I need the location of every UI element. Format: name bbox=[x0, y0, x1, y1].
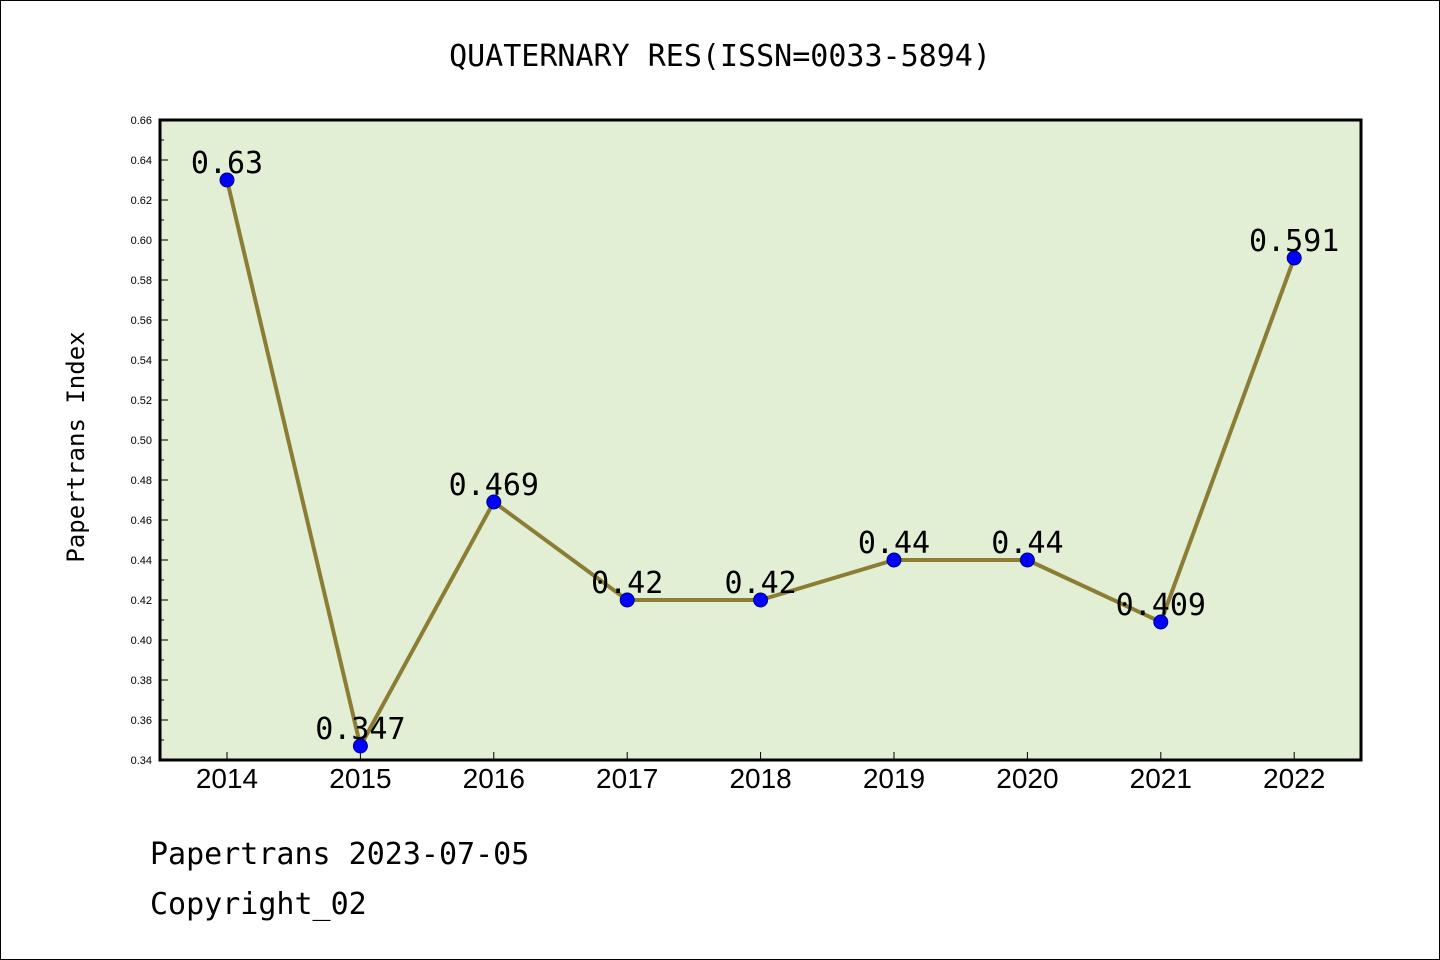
y-tick-label: 0.50 bbox=[131, 435, 152, 447]
x-tick-label: 2017 bbox=[596, 763, 658, 794]
y-tick-label: 0.44 bbox=[131, 555, 152, 567]
x-tick-label: 2014 bbox=[196, 763, 258, 794]
y-tick-label: 0.64 bbox=[131, 155, 152, 167]
plot-area bbox=[160, 120, 1361, 760]
x-tick-label: 2019 bbox=[863, 763, 925, 794]
y-tick-label: 0.58 bbox=[131, 275, 152, 287]
data-point-marker bbox=[486, 494, 502, 510]
data-value-label: 0.44 bbox=[858, 526, 930, 561]
data-point-marker bbox=[1153, 614, 1169, 630]
data-point-marker bbox=[1286, 250, 1302, 266]
y-tick-label: 0.60 bbox=[131, 235, 152, 247]
chart-title: QUATERNARY RES(ISSN=0033-5894) bbox=[449, 39, 991, 74]
data-value-label: 0.44 bbox=[991, 526, 1063, 561]
y-tick-label: 0.62 bbox=[131, 195, 152, 207]
x-tick-label: 2015 bbox=[329, 763, 391, 794]
data-value-label: 0.63 bbox=[191, 146, 263, 181]
footer-source: Papertrans 2023-07-05 bbox=[150, 837, 529, 872]
data-point-marker bbox=[352, 738, 368, 754]
y-tick-label: 0.42 bbox=[131, 595, 152, 607]
x-tick-label: 2021 bbox=[1130, 763, 1192, 794]
data-value-label: 0.347 bbox=[315, 712, 405, 747]
data-labels: 0.63 0.347 0.469 0.42 0.42 0.44 0.44 0.409 0.591 bbox=[191, 146, 1339, 747]
y-axis-label: Papertrans Index bbox=[62, 331, 90, 562]
data-value-label: 0.42 bbox=[591, 566, 663, 601]
data-value-label: 0.42 bbox=[724, 566, 796, 601]
data-value-label: 0.469 bbox=[449, 468, 539, 503]
data-point-marker bbox=[619, 592, 635, 608]
y-tick-label: 0.34 bbox=[131, 755, 152, 767]
y-tick-label: 0.52 bbox=[131, 395, 152, 407]
footer-copyright: Copyright_02 bbox=[150, 887, 367, 922]
x-tick-label: 2018 bbox=[729, 763, 791, 794]
y-tick-label: 0.54 bbox=[131, 355, 152, 367]
data-point-marker bbox=[753, 592, 769, 608]
x-tick-label: 2016 bbox=[463, 763, 525, 794]
y-tick-label: 0.56 bbox=[131, 315, 152, 327]
y-tick-label: 0.48 bbox=[131, 475, 152, 487]
data-point-marker bbox=[219, 172, 235, 188]
series-line-group bbox=[219, 172, 1302, 754]
y-tick-label: 0.66 bbox=[131, 115, 152, 127]
x-axis-ticks: 2014 2015 2016 2017 2018 2019 2020 2021 2022 bbox=[196, 752, 1325, 794]
y-tick-label: 0.40 bbox=[131, 635, 152, 647]
data-point-marker bbox=[886, 552, 902, 568]
data-value-label: 0.591 bbox=[1249, 224, 1339, 259]
y-tick-label: 0.46 bbox=[131, 515, 152, 527]
data-point-marker bbox=[1019, 552, 1035, 568]
y-tick-label: 0.36 bbox=[131, 715, 152, 727]
y-tick-label: 0.38 bbox=[131, 675, 152, 687]
data-value-label: 0.409 bbox=[1116, 588, 1206, 623]
plot-frame bbox=[158, 118, 1363, 762]
y-axis-ticks: 0.34 0.36 0.38 0.40 0.42 0.44 0.46 0.48 0.50 0.52… bbox=[131, 115, 168, 767]
x-tick-label: 2022 bbox=[1263, 763, 1325, 794]
x-tick-label: 2020 bbox=[996, 763, 1058, 794]
